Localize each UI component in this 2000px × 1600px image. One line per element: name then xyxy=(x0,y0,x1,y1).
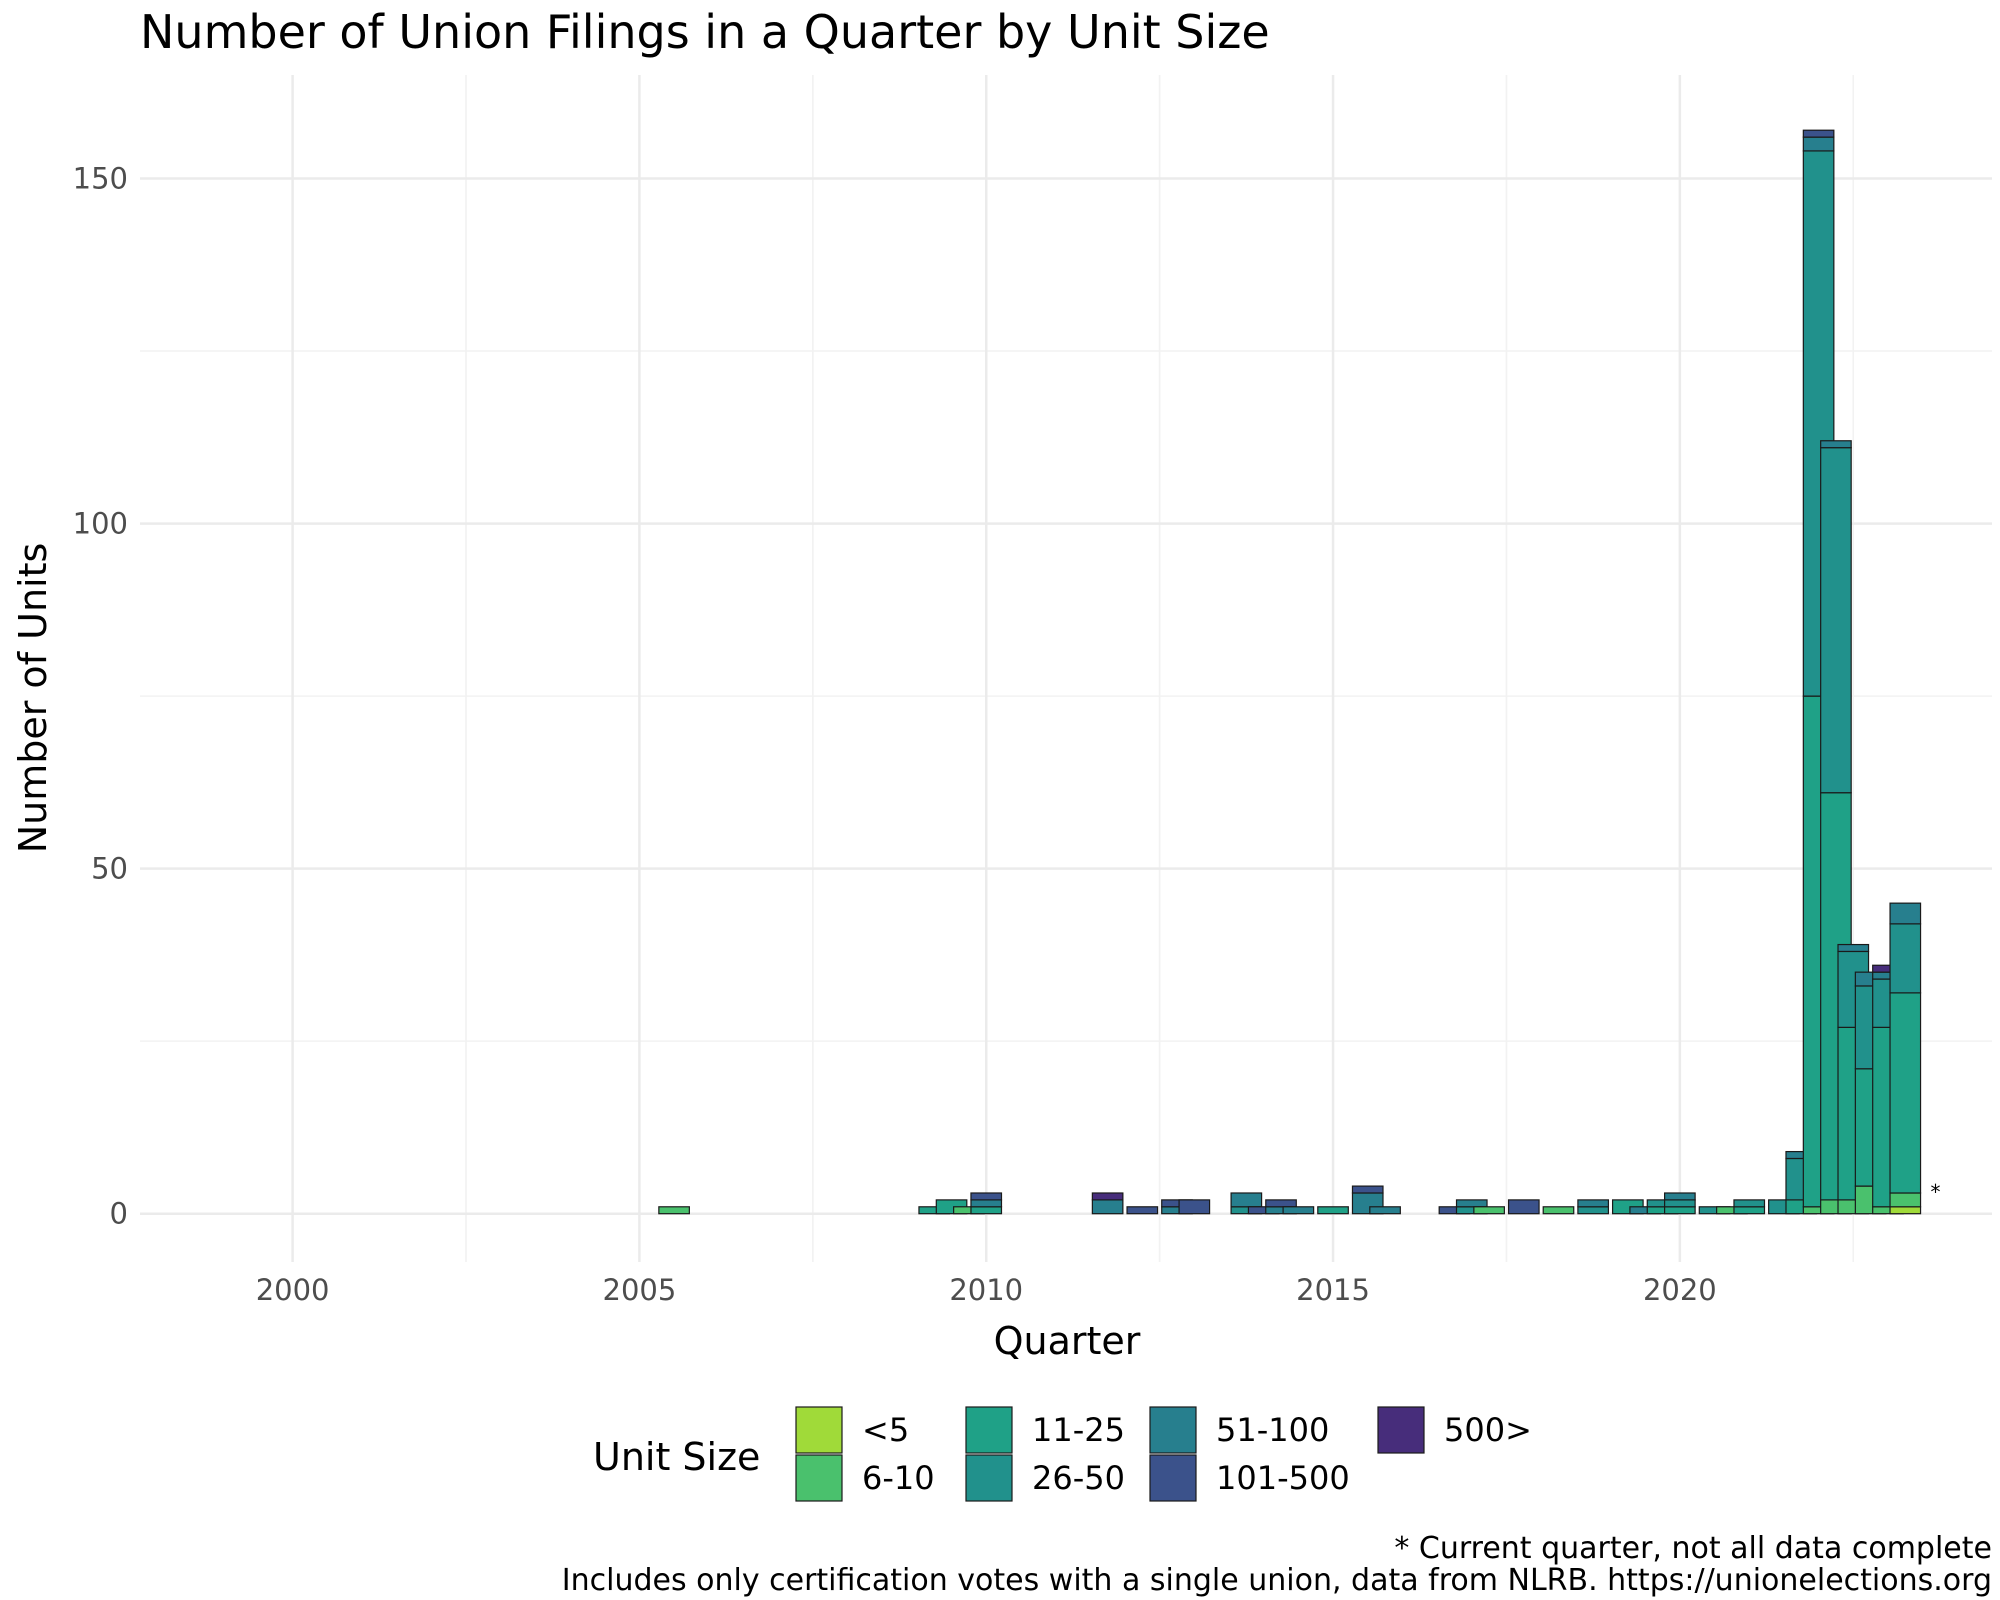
legend-label: <5 xyxy=(862,1411,909,1449)
bar-segment xyxy=(658,1206,690,1215)
legend-label: 26-50 xyxy=(1032,1459,1125,1497)
bar-segment xyxy=(970,1206,1003,1215)
bar-segment xyxy=(1542,1206,1575,1215)
legend-label: 51-100 xyxy=(1216,1411,1329,1449)
x-tick-label: 2015 xyxy=(1296,1273,1370,1307)
bar-segment xyxy=(1889,923,1922,994)
bar-segment xyxy=(1820,447,1852,794)
bar-segment xyxy=(1351,1185,1384,1194)
legend-label: 11-25 xyxy=(1032,1411,1125,1449)
x-axis-ticks: 2000 2005 2010 2015 2020 xyxy=(256,1273,1717,1307)
x-tick-label: 2020 xyxy=(1643,1273,1717,1307)
legend-key xyxy=(1149,1454,1197,1502)
x-tick-label: 2005 xyxy=(603,1273,677,1307)
bar-segment xyxy=(1178,1199,1211,1215)
grid-minor xyxy=(140,75,1992,1262)
y-tick-label: 50 xyxy=(91,852,128,886)
bar-segment xyxy=(1837,943,1870,953)
bar-segment xyxy=(1317,1206,1349,1215)
bar-segment xyxy=(1230,1192,1263,1208)
bar-segment xyxy=(1802,136,1835,152)
grid-major xyxy=(140,75,1992,1262)
y-tick-label: 0 xyxy=(110,1197,128,1231)
bar-segment xyxy=(1091,1199,1124,1215)
footnote: * Current quarter, not all data complete xyxy=(1394,1531,1992,1566)
bar-segment xyxy=(1802,129,1835,138)
bar-segment xyxy=(1091,1192,1124,1201)
bar-segment xyxy=(1664,1199,1696,1208)
x-tick-label: 2000 xyxy=(256,1273,330,1307)
annotation-current-quarter: * xyxy=(1931,1180,1941,1204)
chart-title: Number of Union Filings in a Quarter by … xyxy=(140,5,1270,59)
bar-segment xyxy=(1889,902,1922,925)
bar-segment xyxy=(1820,440,1852,449)
bar-segment xyxy=(1889,1206,1922,1215)
bar-segment xyxy=(1455,1199,1488,1208)
caption: Includes only certification votes with a… xyxy=(562,1563,1992,1598)
legend-key xyxy=(965,1406,1013,1454)
bar-segment xyxy=(1126,1206,1159,1215)
bar-segment xyxy=(1507,1199,1540,1215)
legend-key xyxy=(1377,1406,1425,1454)
legend-title: Unit Size xyxy=(593,1435,760,1479)
x-axis-label: Quarter xyxy=(994,1319,1141,1363)
legend-label: 6-10 xyxy=(862,1459,935,1497)
bar-segment xyxy=(1369,1206,1401,1215)
bar-segment xyxy=(1889,1192,1922,1208)
bar-segment xyxy=(1889,992,1922,1194)
bar-segment xyxy=(1664,1192,1696,1201)
bar-segment xyxy=(1473,1206,1505,1215)
bar-segment xyxy=(1265,1199,1297,1208)
bars xyxy=(658,129,1922,1215)
plot-panel xyxy=(140,75,1992,1262)
legend-label: 101-500 xyxy=(1216,1459,1350,1497)
bar-segment xyxy=(1577,1206,1610,1215)
bar-segment xyxy=(1577,1199,1610,1208)
legend-key xyxy=(795,1406,843,1454)
bar-segment xyxy=(1282,1206,1315,1215)
legend-label: 500> xyxy=(1444,1411,1532,1449)
bar-segment xyxy=(970,1199,1003,1208)
bar-segment xyxy=(1733,1199,1766,1208)
x-tick-label: 2010 xyxy=(949,1273,1023,1307)
legend: Unit Size <5 6-10 11-25 26-50 51-100 101-500 5… xyxy=(593,1406,1532,1502)
legend-key xyxy=(1149,1406,1197,1454)
bar-segment xyxy=(1664,1206,1696,1215)
bar-segment xyxy=(1802,150,1835,697)
y-axis-ticks: 0 50 100 150 xyxy=(73,162,128,1231)
y-tick-label: 150 xyxy=(73,162,128,196)
y-tick-label: 100 xyxy=(73,507,128,541)
legend-key xyxy=(965,1454,1013,1502)
y-axis-label: Number of Units xyxy=(11,543,55,854)
bar-segment xyxy=(1733,1206,1766,1215)
bar-segment xyxy=(970,1192,1003,1201)
legend-key xyxy=(795,1454,843,1502)
